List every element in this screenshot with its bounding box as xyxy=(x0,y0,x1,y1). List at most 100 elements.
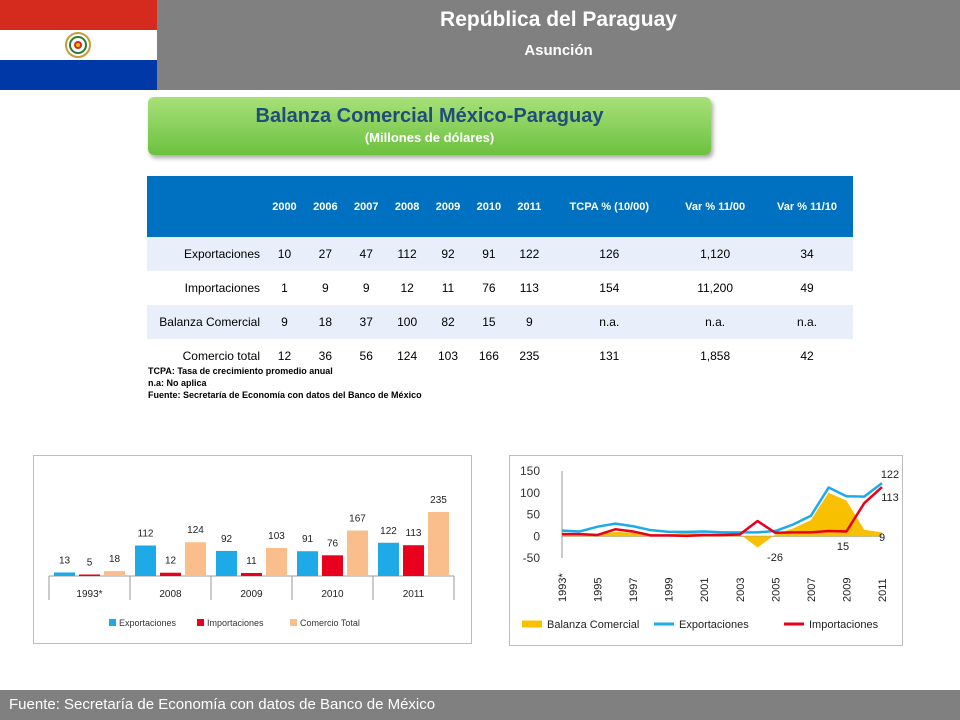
column-header: 2011 xyxy=(509,176,550,237)
table-cell: 113 xyxy=(509,271,550,305)
table-row: Importaciones 1 9 9 12 11 76 113 154 11,… xyxy=(147,271,853,305)
header-corner xyxy=(147,176,264,237)
table-cell: 11 xyxy=(427,271,469,305)
y-tick-label: 100 xyxy=(520,486,540,500)
bar xyxy=(185,542,206,576)
table-cell: 12 xyxy=(386,271,428,305)
paraguay-flag xyxy=(0,0,157,90)
data-label: 15 xyxy=(837,541,849,553)
x-tick-label: 2010 xyxy=(321,589,344,600)
line-chart: 150 100 50 0 -50 122 113 -26 15 9 1993* 1995 1997 199… xyxy=(520,464,899,631)
bar-value-label: 5 xyxy=(87,558,93,569)
table-subtitle: (Millones de dólares) xyxy=(364,130,495,145)
bar xyxy=(297,551,318,576)
table-cell: 12 xyxy=(264,339,305,373)
column-header: 2007 xyxy=(345,176,387,237)
footer-source: Fuente: Secretaría de Economía con datos… xyxy=(9,696,436,713)
data-label: 113 xyxy=(881,492,899,504)
bar xyxy=(266,547,287,576)
bar xyxy=(428,512,449,576)
table-cell: 9 xyxy=(509,305,550,339)
table-cell: 36 xyxy=(304,339,346,373)
column-header: 2010 xyxy=(468,176,510,237)
x-tick-label: 2009 xyxy=(841,578,853,602)
x-tick-label: 1993* xyxy=(557,573,569,602)
column-header: 2008 xyxy=(386,176,428,237)
table-title: Balanza Comercial México-Paraguay xyxy=(255,105,604,127)
table-cell: 154 xyxy=(549,271,670,305)
column-header: 2000 xyxy=(264,176,305,237)
bar-value-label: 11 xyxy=(246,556,257,567)
table-cell: 1,858 xyxy=(669,339,762,373)
x-tick-label: 1993* xyxy=(76,589,102,600)
city-subtitle: Asunción xyxy=(524,42,593,59)
bar xyxy=(79,574,100,576)
table-row: Comercio total 12 36 56 124 103 166 235 … xyxy=(147,339,853,373)
line-chart-frame: 150 100 50 0 -50 122 113 -26 15 9 1993* 1995 1997 199… xyxy=(509,455,903,646)
bar-value-label: 12 xyxy=(165,556,177,567)
table-cell: 37 xyxy=(345,305,387,339)
table-cell: 27 xyxy=(304,237,346,271)
area-series xyxy=(562,492,882,548)
legend-label: Exportaciones xyxy=(679,619,749,631)
table-cell: 235 xyxy=(509,339,550,373)
x-tick-label: 2011 xyxy=(403,589,425,600)
table-cell: 10 xyxy=(264,237,305,271)
note-line: n.a: No aplica xyxy=(148,378,207,388)
x-tick-label: 2007 xyxy=(806,578,818,602)
bar-value-label: 13 xyxy=(59,555,71,566)
table-cell: 9 xyxy=(304,271,346,305)
table-row: Balanza Comercial 9 18 37 100 82 15 9 n.… xyxy=(147,305,853,339)
table-cell: 42 xyxy=(761,339,853,373)
legend-label: Comercio Total xyxy=(300,618,360,628)
header-band xyxy=(0,0,960,90)
legend-swatch xyxy=(290,619,297,626)
bar-value-label: 91 xyxy=(302,534,314,545)
bar xyxy=(104,571,125,576)
table-cell: 126 xyxy=(549,237,670,271)
table-cell: 122 xyxy=(509,237,550,271)
bar-value-label: 92 xyxy=(221,534,233,545)
bar-value-label: 18 xyxy=(109,554,121,565)
row-label: Balanza Comercial xyxy=(147,305,264,339)
table-cell: 18 xyxy=(304,305,346,339)
bar xyxy=(378,542,399,576)
x-tick-label: 2008 xyxy=(159,589,182,600)
row-label: Exportaciones xyxy=(147,237,264,271)
y-tick-label: 50 xyxy=(527,508,541,522)
table-cell: 91 xyxy=(468,237,510,271)
column-header: 2006 xyxy=(304,176,346,237)
bar-chart-frame: 1993* 13 5 18 2008 112 12 124 2009 92 11 103 2010 91 7… xyxy=(33,455,472,644)
bar xyxy=(54,572,75,576)
footer-bar: Fuente: Secretaría de Economía con datos… xyxy=(0,690,960,720)
legend-label: Exportaciones xyxy=(119,618,177,628)
table-cell: 76 xyxy=(468,271,510,305)
x-tick-label: 1995 xyxy=(593,578,605,602)
x-tick-label: 2011 xyxy=(877,578,889,602)
data-label: -26 xyxy=(767,552,783,564)
legend-label: Importaciones xyxy=(809,619,879,631)
title-box: Balanza Comercial México-Paraguay (Millo… xyxy=(148,97,711,155)
country-title: República del Paraguay xyxy=(440,8,677,31)
note-line: Fuente: Secretaría de Economía con datos… xyxy=(148,390,422,400)
line-series xyxy=(562,486,883,538)
line-series xyxy=(561,482,883,534)
trade-balance-table: 2000 2006 2007 2008 2009 2010 2011 TCPA … xyxy=(147,176,853,373)
bar xyxy=(216,550,237,576)
column-header: 2009 xyxy=(427,176,469,237)
x-tick-label: 2009 xyxy=(240,589,263,600)
y-tick-label: 150 xyxy=(520,464,540,478)
legend-swatch xyxy=(197,619,204,626)
table-cell: 49 xyxy=(761,271,853,305)
x-tick-label: 1997 xyxy=(628,578,640,602)
x-tick-label: 2003 xyxy=(735,578,747,602)
y-tick-label: 0 xyxy=(533,529,540,543)
column-header: Var % 11/10 xyxy=(761,176,853,237)
table-cell: 11,200 xyxy=(669,271,762,305)
bar xyxy=(241,573,262,576)
y-tick-label: -50 xyxy=(523,551,541,565)
table-cell: 131 xyxy=(549,339,670,373)
bar xyxy=(347,530,368,576)
table-cell: 166 xyxy=(468,339,510,373)
bar-value-label: 235 xyxy=(430,495,447,506)
